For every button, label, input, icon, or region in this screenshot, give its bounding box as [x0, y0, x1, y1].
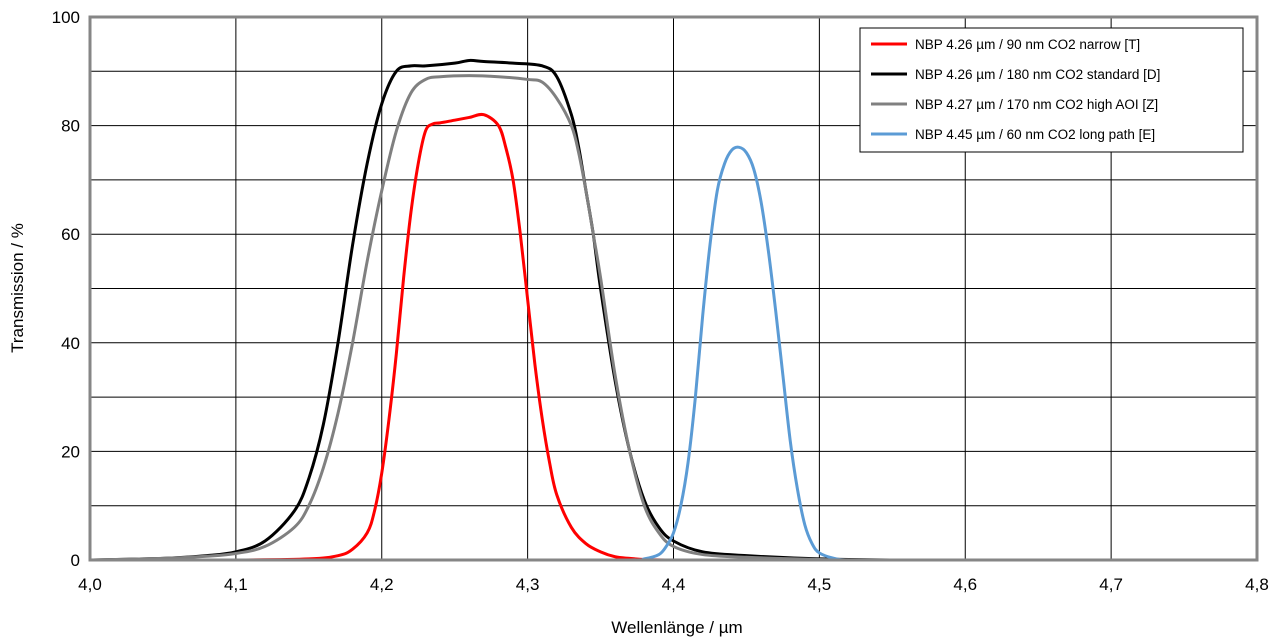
legend-label: NBP 4.45 µm / 60 nm CO2 long path [E] — [915, 127, 1155, 142]
x-tick-label: 4,8 — [1245, 575, 1269, 594]
x-tick-label: 4,4 — [662, 575, 686, 594]
x-tick-label: 4,3 — [516, 575, 540, 594]
x-axis-label: Wellenlänge / µm — [611, 618, 742, 637]
series-lines — [88, 58, 1259, 562]
x-tick-label: 4,7 — [1099, 575, 1123, 594]
series-line-2 — [88, 58, 1259, 562]
plot-area-border — [88, 15, 1259, 562]
x-tick-label: 4,6 — [953, 575, 977, 594]
y-tick-label: 0 — [71, 551, 80, 570]
y-axis-label: Transmission / % — [8, 223, 27, 353]
legend-label: NBP 4.27 µm / 170 nm CO2 high AOI [Z] — [915, 97, 1158, 112]
legend-label: NBP 4.26 µm / 180 nm CO2 standard [D] — [915, 67, 1160, 82]
y-tick-label: 40 — [61, 334, 80, 353]
series-line-4 — [88, 145, 1259, 562]
x-tick-label: 4,0 — [78, 575, 102, 594]
series-line-3 — [88, 74, 1259, 562]
x-tick-label: 4,5 — [808, 575, 832, 594]
y-tick-labels: 0 20 40 60 80 100 — [52, 8, 80, 570]
x-tick-labels: 4,0 4,1 4,2 4,3 4,4 4,5 4,6 4,7 4,8 — [78, 575, 1269, 594]
x-tick-label: 4,2 — [370, 575, 394, 594]
y-tick-label: 60 — [61, 225, 80, 244]
y-tick-label: 80 — [61, 117, 80, 136]
legend-label: NBP 4.26 µm / 90 nm CO2 narrow [T] — [915, 37, 1140, 52]
x-tick-label: 4,1 — [224, 575, 248, 594]
y-tick-label: 100 — [52, 8, 80, 27]
legend: NBP 4.26 µm / 90 nm CO2 narrow [T] NBP 4.… — [859, 27, 1244, 153]
legend-box — [859, 27, 1244, 153]
y-tick-label: 20 — [61, 442, 80, 461]
grid-lines — [89, 16, 1258, 561]
